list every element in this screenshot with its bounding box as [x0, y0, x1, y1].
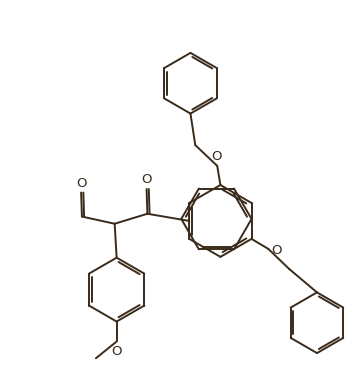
Text: O: O	[111, 345, 122, 358]
Text: O: O	[271, 244, 282, 257]
Text: O: O	[76, 177, 86, 190]
Text: O: O	[141, 173, 152, 186]
Text: O: O	[211, 151, 222, 163]
